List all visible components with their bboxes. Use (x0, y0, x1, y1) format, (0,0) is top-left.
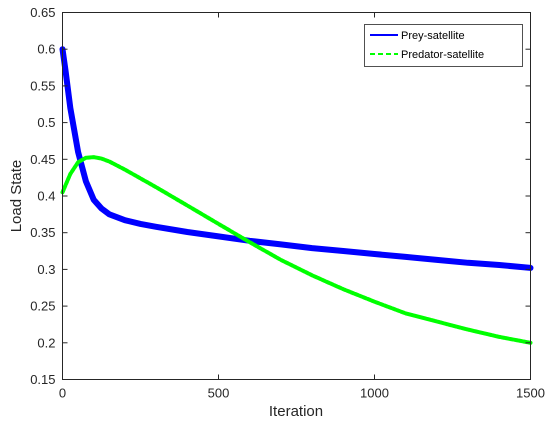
y-tick-label: 0.15 (30, 372, 55, 387)
series-line-predator-satellite (60, 155, 533, 345)
y-tick-label: 0.25 (30, 299, 55, 314)
y-tick-label: 0.3 (37, 262, 55, 277)
legend-label-prey-satellite: Prey-satellite (401, 30, 465, 42)
plot-frame (62, 12, 531, 380)
y-axis-title: Load State (8, 160, 25, 233)
series-layer (59, 46, 534, 345)
y-tick-label: 0.6 (37, 42, 55, 57)
axes-layer: 0 500 1000 1500 0.15 0.2 0.25 0.3 0.35 0.4 0.45 0.5… (30, 5, 545, 401)
y-tick-label: 0.55 (30, 78, 55, 93)
x-axis-title: Iteration (269, 403, 323, 420)
x-tick-label: 1500 (516, 386, 545, 401)
y-tick-label: 0.5 (37, 115, 55, 130)
y-tick-label: 0.35 (30, 225, 55, 240)
x-tick-label: 1000 (360, 386, 389, 401)
legend-label-predator-satellite: Predator-satellite (401, 49, 484, 61)
legend-box (364, 24, 523, 67)
x-tick-label: 500 (208, 386, 230, 401)
y-tick-label: 0.65 (30, 5, 55, 20)
y-tick-label: 0.45 (30, 152, 55, 167)
series-line-prey-satellite (59, 46, 534, 271)
legend: Prey-satellite Predator-satellite (364, 24, 523, 67)
y-tick-label: 0.2 (37, 335, 55, 350)
y-tick-label: 0.4 (37, 189, 55, 204)
x-tick-label: 0 (59, 386, 66, 401)
